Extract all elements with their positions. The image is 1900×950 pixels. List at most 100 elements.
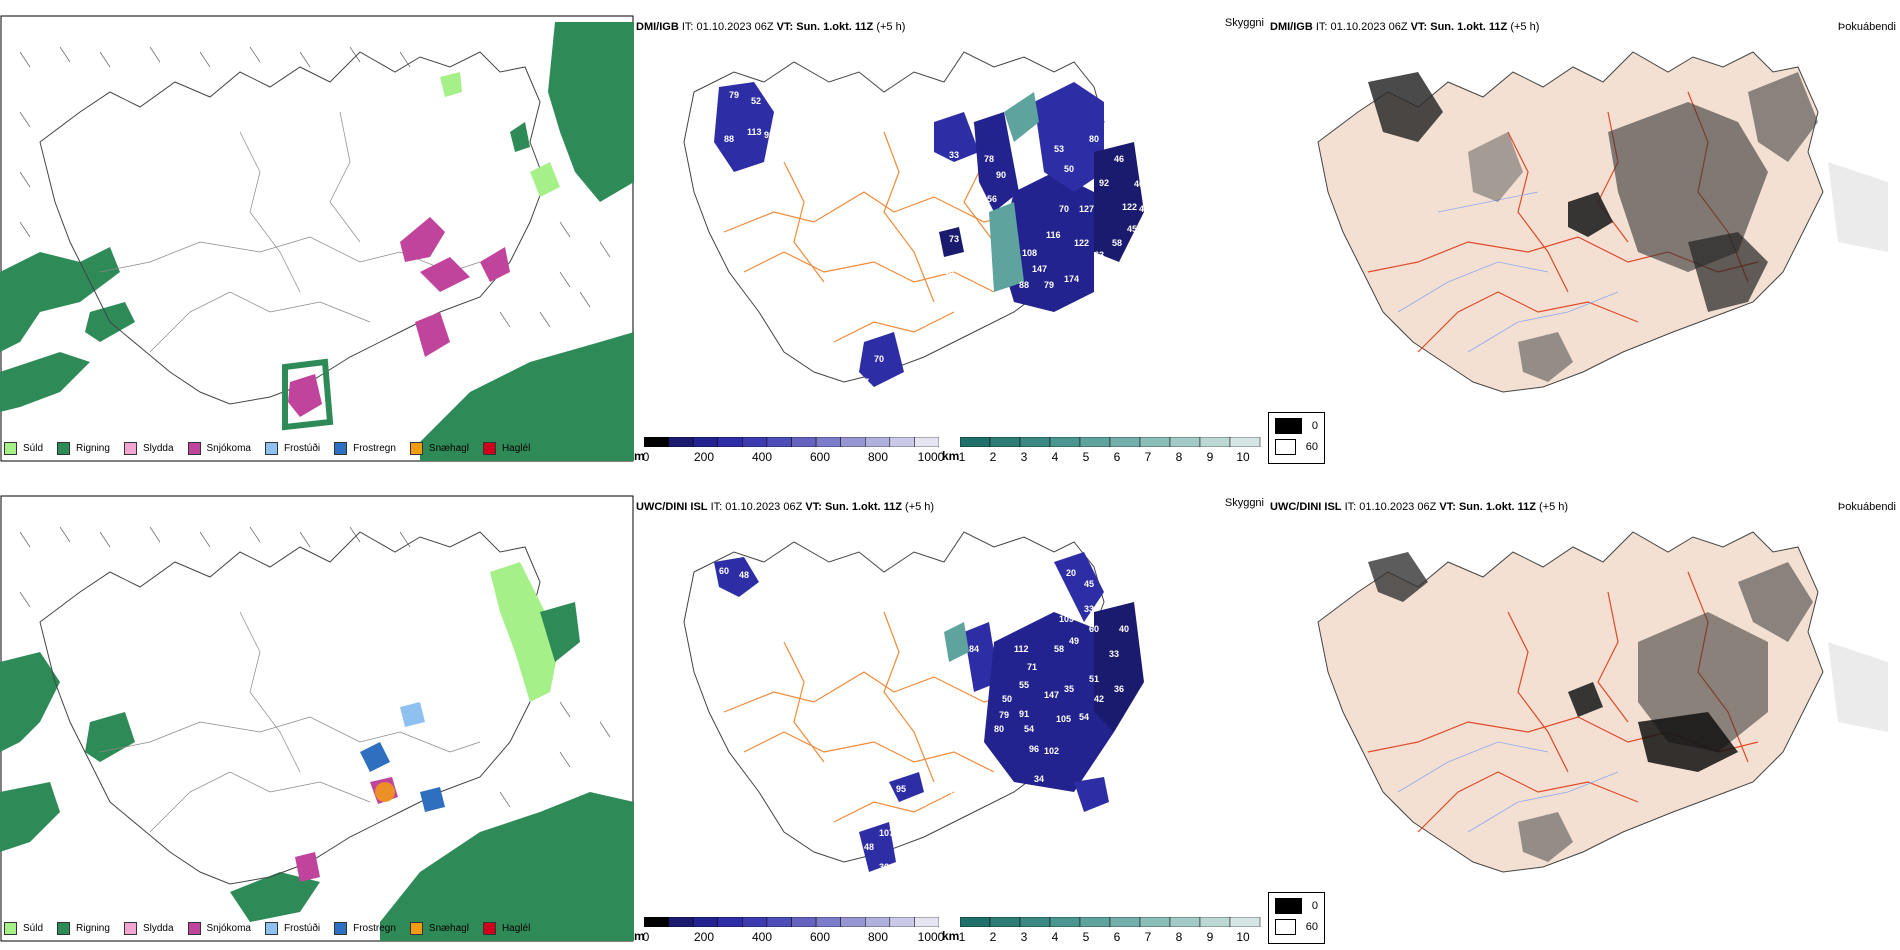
visibility-bar-ticks: 1 2 3 4 5 6 7 8 9 10 [958,930,1250,944]
svg-text:122: 122 [1122,202,1137,212]
svg-text:73: 73 [949,234,959,244]
svg-text:13: 13 [949,788,959,798]
svg-text:33: 33 [1084,604,1094,614]
panel-header: DMI/IGB IT: 01.10.2023 06Z VT: Sun. 1.ok… [636,21,906,33]
svg-text:88: 88 [724,134,734,144]
fog-legend-item: 60 [1275,439,1318,455]
colorbar-segment [1139,437,1171,447]
visibility-colorbar [960,437,1261,447]
svg-text:53: 53 [1054,144,1064,154]
svg-text:54: 54 [1099,279,1109,289]
colorbar-segment [1139,917,1171,927]
visibility-bar-unit: km [942,929,960,943]
svg-text:68: 68 [774,244,784,254]
svg-text:84: 84 [969,644,979,654]
svg-text:80: 80 [994,724,1004,734]
fog-legend-item: 0 [1275,418,1318,434]
fog-legend-item: 60 [1275,919,1318,935]
panel-title: Skyggni [1224,497,1264,509]
svg-text:36: 36 [879,862,889,872]
svg-text:23: 23 [944,266,954,276]
legend-item-sud: Súld [4,442,43,455]
svg-text:102: 102 [1044,746,1059,756]
colorbar-segment [914,917,939,927]
panel-title: Þokuábendi [1837,21,1896,33]
colorbar-segment [1109,437,1141,447]
colorbar-segment [1019,917,1051,927]
colorbar-segment [960,917,991,927]
precip-legend: Súld Rigning Slydda Snjókoma Frostúði Fr… [4,442,544,455]
fog-legend-item: 0 [1275,898,1318,914]
svg-text:92: 92 [1099,178,1109,188]
svg-text:46: 46 [1134,179,1144,189]
svg-text:121: 121 [1039,314,1054,324]
visibility-colorbar [960,917,1261,927]
ceiling-colorbar [644,917,939,927]
svg-text:90: 90 [996,170,1006,180]
legend-item-frostudi: Frostúði [264,442,320,455]
svg-text:112: 112 [1014,644,1029,654]
svg-text:34: 34 [1034,774,1044,784]
fog-map [1317,531,1888,873]
panel-title: Þokuábendi [1837,501,1896,513]
legend-item-slydda: Slydda [123,442,174,455]
svg-text:58: 58 [1054,644,1064,654]
legend-item-snjokoma: Snjókoma [187,442,251,455]
svg-text:71: 71 [1059,594,1069,604]
panel-title: Skyggni [1224,17,1264,29]
svg-text:99: 99 [764,130,774,140]
colorbar-segment [668,437,694,447]
colorbar-segment [865,437,891,447]
colorbar-segment [742,437,768,447]
svg-text:147: 147 [1044,690,1059,700]
colorbar-segment [717,917,743,927]
svg-text:44: 44 [1112,262,1122,272]
svg-text:73: 73 [1070,312,1080,322]
ceiling-bar-unit: m [634,449,645,463]
fog-map [1317,51,1888,393]
svg-text:79: 79 [999,710,1009,720]
colorbar-segment [865,917,891,927]
svg-text:49: 49 [1069,636,1079,646]
svg-text:60: 60 [1089,624,1099,634]
svg-text:48: 48 [739,570,749,580]
panel-header: UWC/DINI ISL IT: 01.10.2023 06Z VT: Sun.… [636,501,935,513]
panel-header: UWC/DINI ISL IT: 01.10.2023 06Z VT: Sun.… [1270,501,1569,513]
svg-text:79: 79 [729,90,739,100]
colorbar-segment [791,437,817,447]
svg-text:71: 71 [1027,662,1037,672]
svg-text:42: 42 [1094,694,1104,704]
legend-item-rigning: Rigning [57,442,110,455]
colorbar-segment [840,437,866,447]
colorbar-segment [960,437,991,447]
visibility-panel-row2: UWC/DINI ISL IT: 01.10.2023 06Z VT: Sun.… [634,492,1268,944]
svg-text:40: 40 [1119,624,1129,634]
svg-text:80: 80 [1089,134,1099,144]
ceiling-colorbar [644,437,939,447]
legend-item-sud: Súld [4,922,43,935]
legend-item-snaehagl: Snæhagl [409,922,469,935]
fog-legend-row2: 0 60 [1268,892,1325,944]
colorbar-segment [766,917,792,927]
svg-text:70: 70 [874,354,884,364]
fog-legend-row1: 0 60 [1268,412,1325,464]
colorbar-segment [742,917,768,927]
colorbar-segment [914,437,939,447]
svg-text:147: 147 [1032,264,1047,274]
precip-map [0,15,634,462]
colorbar-segment [989,917,1021,927]
colorbar-segment [889,437,915,447]
svg-text:47: 47 [1117,284,1127,294]
colorbar-segment [1079,917,1111,927]
svg-text:122: 122 [1074,238,1089,248]
colorbar-segment [989,437,1021,447]
svg-text:36: 36 [1114,684,1124,694]
colorbar-segment [1049,917,1081,927]
ceiling-bar-unit: m [634,929,645,943]
svg-text:33: 33 [1109,649,1119,659]
svg-text:95: 95 [896,784,906,794]
svg-text:35: 35 [1064,684,1074,694]
colorbar-segment [1199,437,1231,447]
